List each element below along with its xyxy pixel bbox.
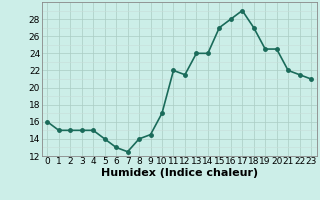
X-axis label: Humidex (Indice chaleur): Humidex (Indice chaleur) <box>100 168 258 178</box>
